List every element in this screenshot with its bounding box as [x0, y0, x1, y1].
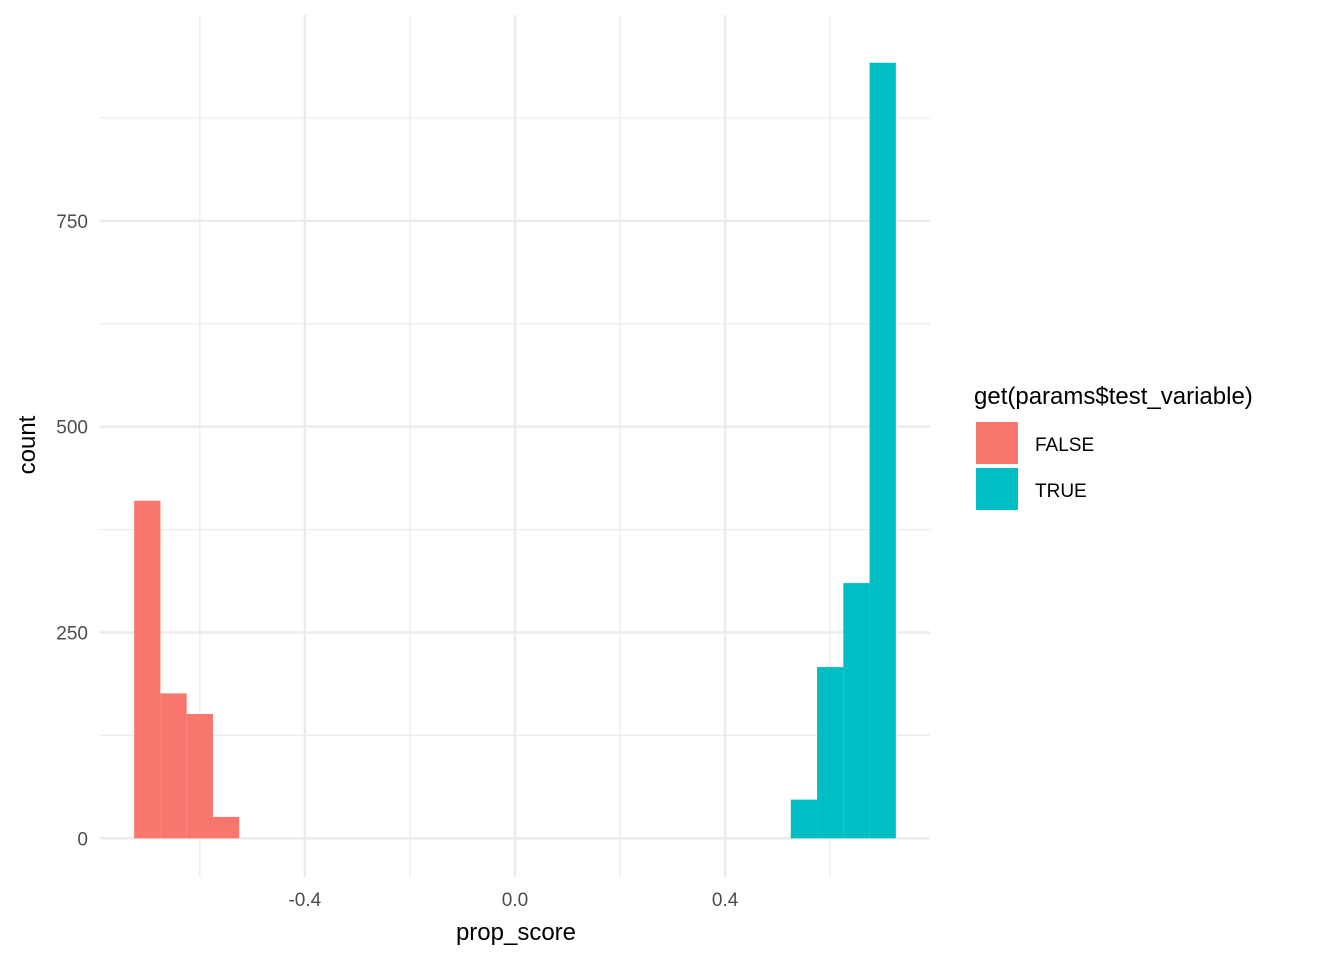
x-tick-labels: -0.4 0.0 0.4	[288, 890, 738, 911]
bar-false	[160, 693, 187, 839]
legend-title: get(params$test_variable)	[974, 383, 1253, 410]
x-tick-label: 0.0	[502, 890, 528, 911]
bar-true	[843, 583, 870, 839]
legend-label-true: TRUE	[1035, 481, 1087, 502]
x-tick-label: -0.4	[288, 890, 321, 911]
y-axis-title: count	[14, 415, 41, 474]
legend-key-true	[976, 468, 1018, 510]
y-tick-label: 0	[77, 829, 88, 850]
bar-true	[790, 799, 818, 839]
bar-false	[186, 713, 213, 839]
bar-false	[212, 816, 240, 839]
grid-major	[100, 15, 930, 877]
bars	[134, 62, 896, 839]
y-tick-label: 250	[56, 623, 88, 644]
y-tick-labels: 0 250 500 750	[56, 212, 88, 850]
legend: get(params$test_variable) FALSE TRUE	[974, 383, 1253, 510]
x-tick-label: 0.4	[712, 890, 739, 911]
bar-false	[134, 500, 161, 839]
legend-label-false: FALSE	[1035, 435, 1094, 456]
y-tick-label: 750	[56, 212, 88, 233]
bar-true	[817, 667, 844, 839]
legend-entries: FALSE TRUE	[976, 422, 1094, 510]
legend-key-false	[976, 422, 1018, 464]
bar-true	[869, 62, 896, 839]
y-tick-label: 500	[56, 418, 88, 439]
x-axis-title: prop_score	[456, 919, 576, 946]
